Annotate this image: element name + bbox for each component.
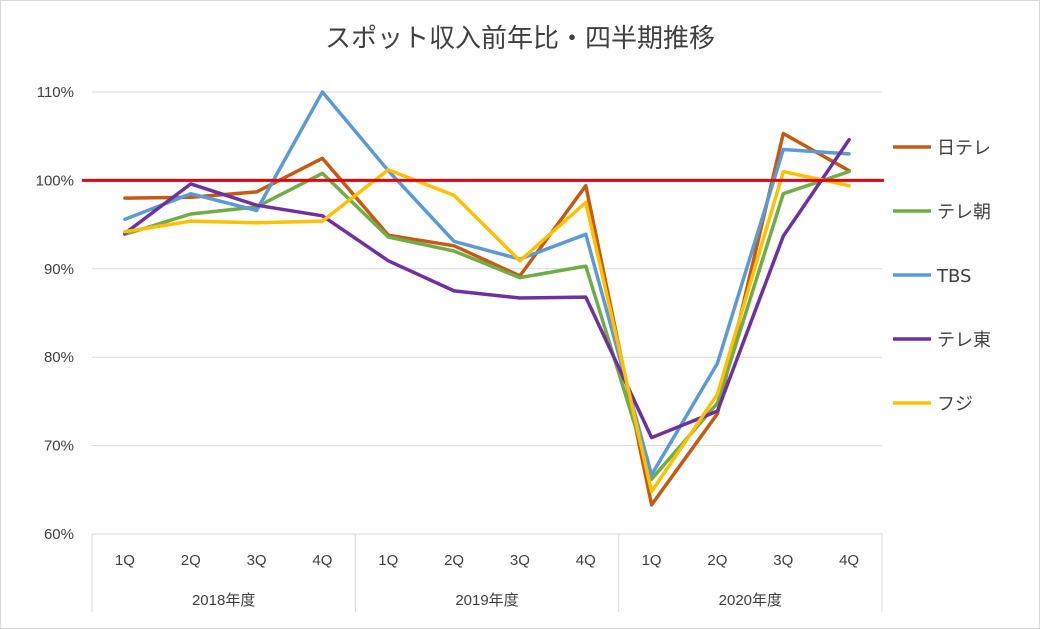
y-tick-label: 60% <box>44 526 74 543</box>
x-tick-label: 1Q <box>115 552 135 569</box>
chart-title: スポット収入前年比・四半期推移 <box>324 24 715 54</box>
x-tick-label: 1Q <box>378 552 398 569</box>
series-line <box>123 137 851 440</box>
legend-label: TBS <box>936 266 971 287</box>
y-tick-label: 80% <box>44 349 74 366</box>
y-tick-label: 100% <box>36 172 74 189</box>
series-line <box>123 168 851 494</box>
y-tick-label: 70% <box>44 438 74 455</box>
group-label: 2018年度 <box>192 592 255 609</box>
x-tick-label: 3Q <box>510 552 530 569</box>
y-tick-label: 110% <box>37 84 74 101</box>
group-label: 2019年度 <box>455 592 518 609</box>
x-tick-label: 2Q <box>707 552 727 569</box>
x-tick-label: 2Q <box>444 552 464 569</box>
x-tick-label: 4Q <box>312 552 332 569</box>
x-tick-label: 4Q <box>576 552 596 569</box>
legend-label: 日テレ <box>937 138 991 159</box>
x-tick-label: 4Q <box>839 552 859 569</box>
series-line <box>123 90 851 477</box>
series-line <box>123 169 851 481</box>
x-tick-label: 2Q <box>181 552 201 569</box>
legend-label: フジ <box>937 394 973 415</box>
group-label: 2020年度 <box>719 592 782 609</box>
y-tick-label: 90% <box>44 261 74 278</box>
legend-label: テレ朝 <box>937 202 991 223</box>
legend-label: テレ東 <box>937 330 991 351</box>
x-tick-label: 3Q <box>247 552 267 569</box>
x-tick-label: 3Q <box>773 552 793 569</box>
x-tick-label: 1Q <box>642 552 662 569</box>
